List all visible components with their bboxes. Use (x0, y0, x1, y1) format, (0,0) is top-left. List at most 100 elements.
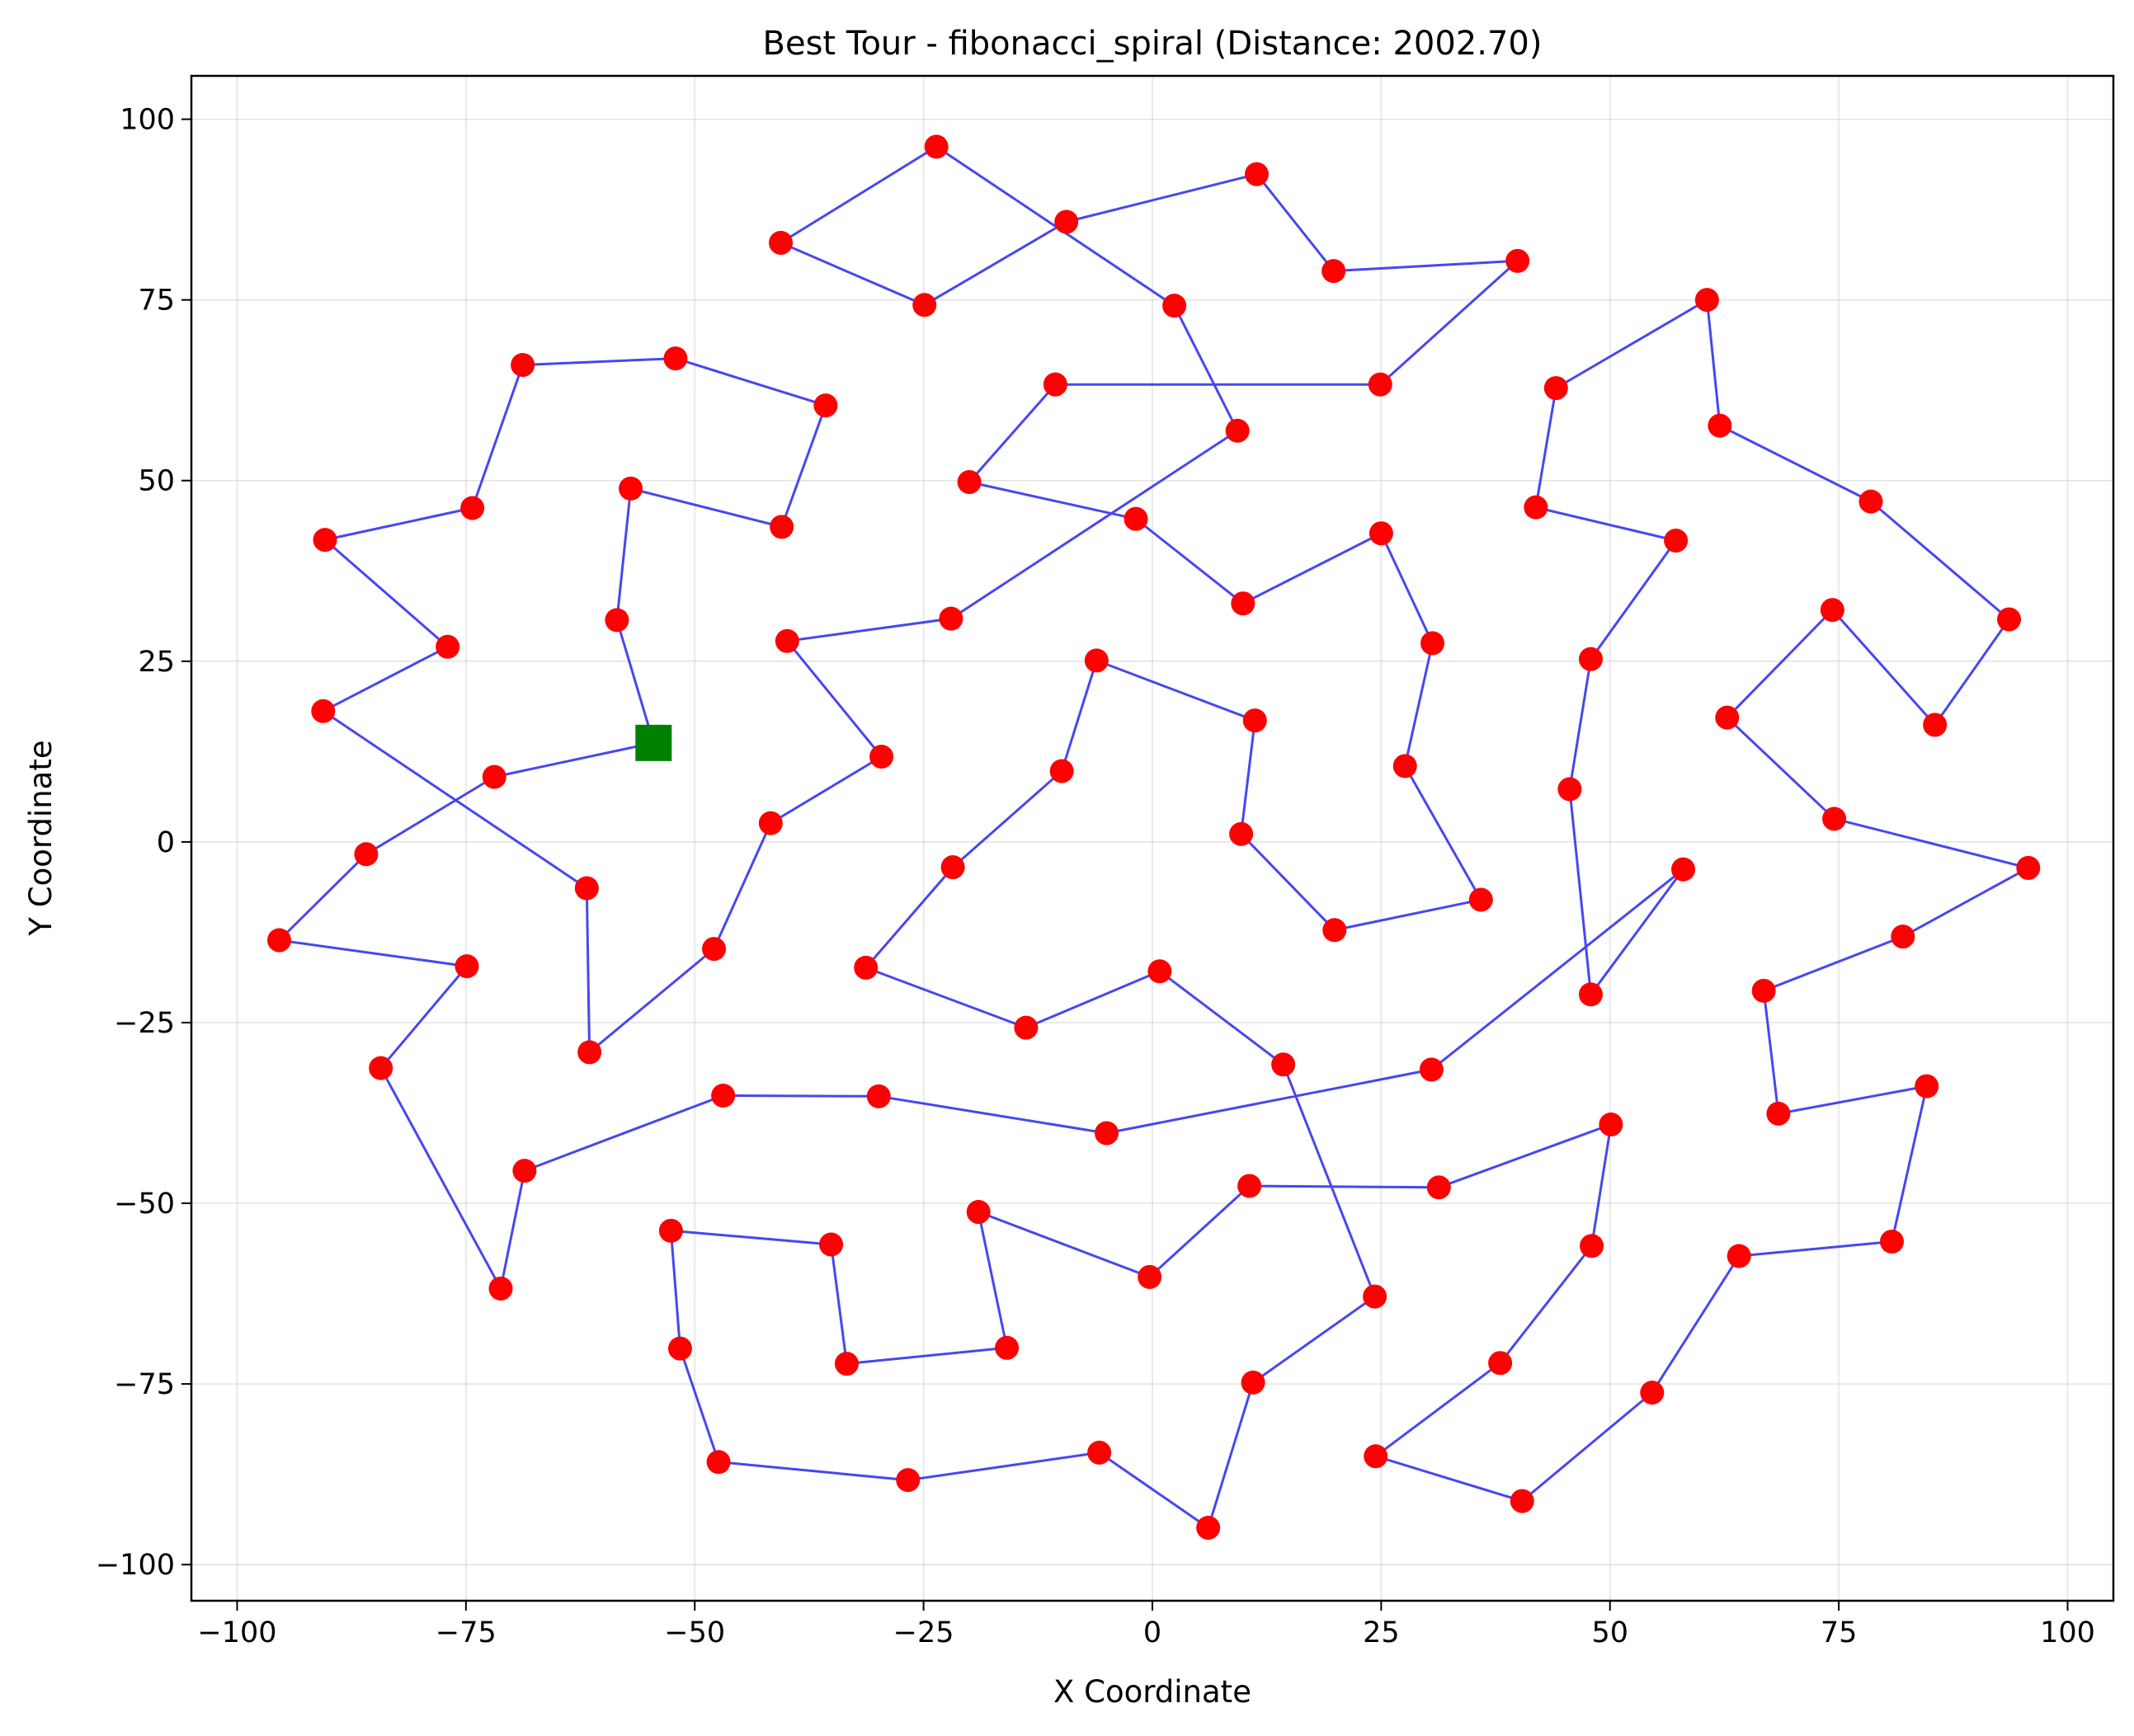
city-point (1715, 705, 1740, 730)
city-point (1138, 1264, 1162, 1289)
city-point (1196, 1515, 1221, 1540)
city-point (460, 496, 485, 520)
city-point (1664, 528, 1689, 553)
city-point (1420, 631, 1445, 656)
city-point (1766, 1101, 1791, 1126)
city-point (1084, 648, 1109, 673)
city-point (1858, 489, 1883, 514)
chart-title: Best Tour - fibonacci_spiral (Distance: … (763, 25, 1543, 63)
city-point (1578, 982, 1603, 1007)
city-point (455, 954, 479, 979)
x-tick-label: 0 (1143, 1616, 1161, 1649)
city-point (1241, 1370, 1265, 1395)
city-point (1237, 1174, 1262, 1198)
city-point (658, 1218, 683, 1243)
city-point (1640, 1381, 1665, 1405)
city-point (912, 293, 937, 318)
city-point (1580, 1234, 1604, 1258)
city-point (436, 634, 460, 659)
city-point (482, 764, 506, 789)
x-axis-label: X Coordinate (1053, 1674, 1251, 1710)
city-point (1578, 647, 1603, 671)
city-point (313, 528, 337, 553)
cities (267, 134, 2041, 1540)
x-tick-label: −100 (197, 1616, 276, 1649)
city-point (1043, 372, 1067, 397)
city-point (1014, 1015, 1039, 1040)
city-point (819, 1232, 844, 1257)
city-point (1419, 1057, 1444, 1082)
city-point (924, 134, 949, 159)
city-point (813, 393, 838, 418)
city-point (1879, 1229, 1904, 1254)
city-point (488, 1276, 513, 1301)
city-point (1363, 1284, 1387, 1309)
city-point (663, 346, 688, 371)
city-point (1822, 807, 1847, 831)
city-point (1488, 1351, 1513, 1376)
x-tick-label: −50 (664, 1616, 725, 1649)
city-point (1225, 418, 1250, 443)
city-point (1147, 959, 1172, 984)
y-tick-label: −50 (114, 1188, 175, 1221)
city-point (1510, 1489, 1534, 1513)
city-point (511, 353, 535, 378)
city-point (1557, 777, 1582, 802)
city-point (1543, 376, 1568, 401)
city-point (1231, 591, 1255, 616)
city-point (769, 230, 794, 255)
city-point (512, 1159, 537, 1183)
grid (191, 76, 2113, 1601)
city-point (995, 1335, 1020, 1360)
city-point (896, 1468, 921, 1493)
x-tick-label: 50 (1591, 1616, 1628, 1649)
city-point (1671, 857, 1696, 882)
city-point (1321, 259, 1346, 284)
city-point (577, 1040, 602, 1065)
city-point (1054, 209, 1079, 234)
plot-frame (190, 74, 2115, 1602)
city-point (854, 955, 879, 980)
x-tick-label: 100 (2040, 1616, 2095, 1649)
x-tick-label: 75 (1821, 1616, 1858, 1649)
y-tick-label: −25 (114, 1007, 175, 1040)
y-tick-label: 50 (138, 465, 175, 498)
city-point (1694, 288, 1719, 313)
city-point (940, 855, 965, 880)
city-point (667, 1336, 692, 1361)
city-point (1368, 372, 1392, 397)
city-point (1392, 754, 1417, 779)
y-tick-label: 75 (138, 285, 175, 318)
city-point (1727, 1244, 1751, 1268)
start-marker (635, 724, 672, 761)
city-point (1049, 759, 1074, 783)
city-point (354, 842, 379, 867)
city-point (1891, 924, 1915, 949)
ticks: −100 −75 −50 −25 0 25 50 75 100 100 75 50 25 0 −25 −50 −… (96, 104, 2095, 1649)
city-point (1426, 1175, 1451, 1200)
y-tick-label: −100 (96, 1549, 175, 1582)
city-point (966, 1200, 991, 1225)
city-point (1229, 821, 1254, 846)
y-tick-label: 0 (157, 826, 175, 859)
city-point (711, 1083, 736, 1108)
city-point (1820, 598, 1844, 623)
y-tick-label: 100 (120, 104, 175, 137)
city-point (1368, 521, 1393, 546)
city-point (939, 606, 963, 631)
city-point (1271, 1052, 1296, 1077)
city-point (1997, 607, 2022, 632)
city-point (1751, 978, 1776, 1003)
city-point (619, 476, 643, 501)
city-point (1095, 1121, 1119, 1146)
city-point (1087, 1440, 1112, 1465)
city-point (605, 608, 629, 633)
x-tick-label: 25 (1363, 1616, 1400, 1649)
city-point (834, 1352, 859, 1376)
city-point (369, 1056, 393, 1080)
y-tick-label: −75 (114, 1368, 175, 1401)
city-point (957, 469, 982, 494)
city-point (267, 928, 292, 953)
city-point (2016, 855, 2041, 880)
